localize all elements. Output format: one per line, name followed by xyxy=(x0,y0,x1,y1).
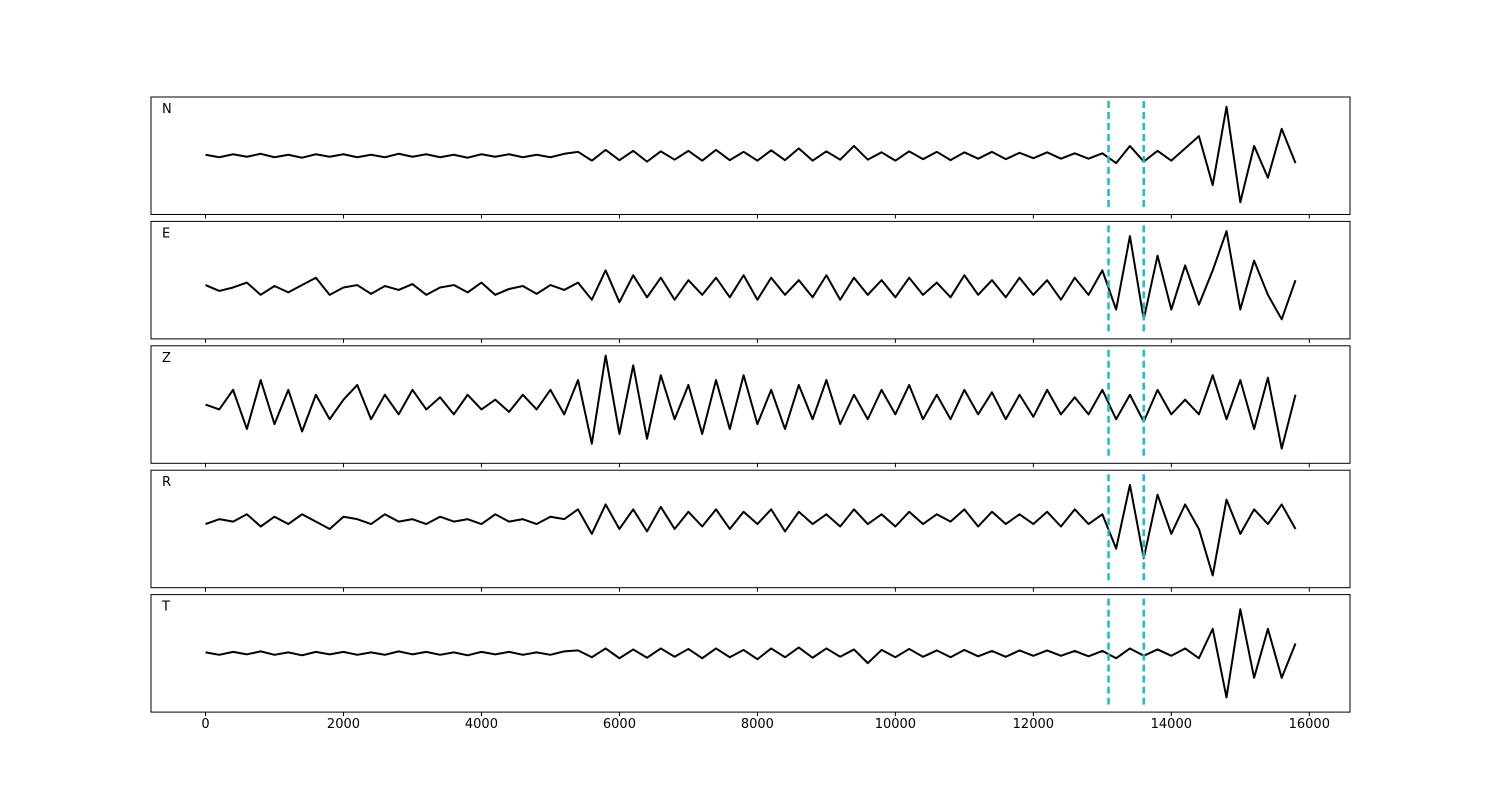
x-tick-label: 10000 xyxy=(875,717,916,732)
trace-line xyxy=(205,105,1297,204)
x-tick-label: 4000 xyxy=(465,717,498,732)
trace-label: E xyxy=(162,226,170,241)
x-tick-label: 8000 xyxy=(741,717,774,732)
panel-frame xyxy=(150,96,1351,215)
panel-frame xyxy=(150,594,1351,713)
panel-frame xyxy=(150,469,1351,589)
trace-label: N xyxy=(162,102,172,117)
trace-label: R xyxy=(162,475,171,490)
trace-line xyxy=(205,483,1297,577)
x-tick-label: 6000 xyxy=(603,717,636,732)
panel-frame xyxy=(150,220,1351,340)
x-tick-label: 12000 xyxy=(1013,717,1054,732)
x-tick-label: 0 xyxy=(201,717,209,732)
x-tick-label: 16000 xyxy=(1289,717,1330,732)
trace-label: T xyxy=(161,600,170,615)
x-tick-label: 2000 xyxy=(327,717,360,732)
trace-line xyxy=(205,230,1297,321)
trace-label: Z xyxy=(162,351,171,366)
panel-frame xyxy=(150,345,1351,464)
x-tick-label: 14000 xyxy=(1151,717,1192,732)
trace-line xyxy=(205,608,1297,699)
trace-line xyxy=(205,354,1297,450)
